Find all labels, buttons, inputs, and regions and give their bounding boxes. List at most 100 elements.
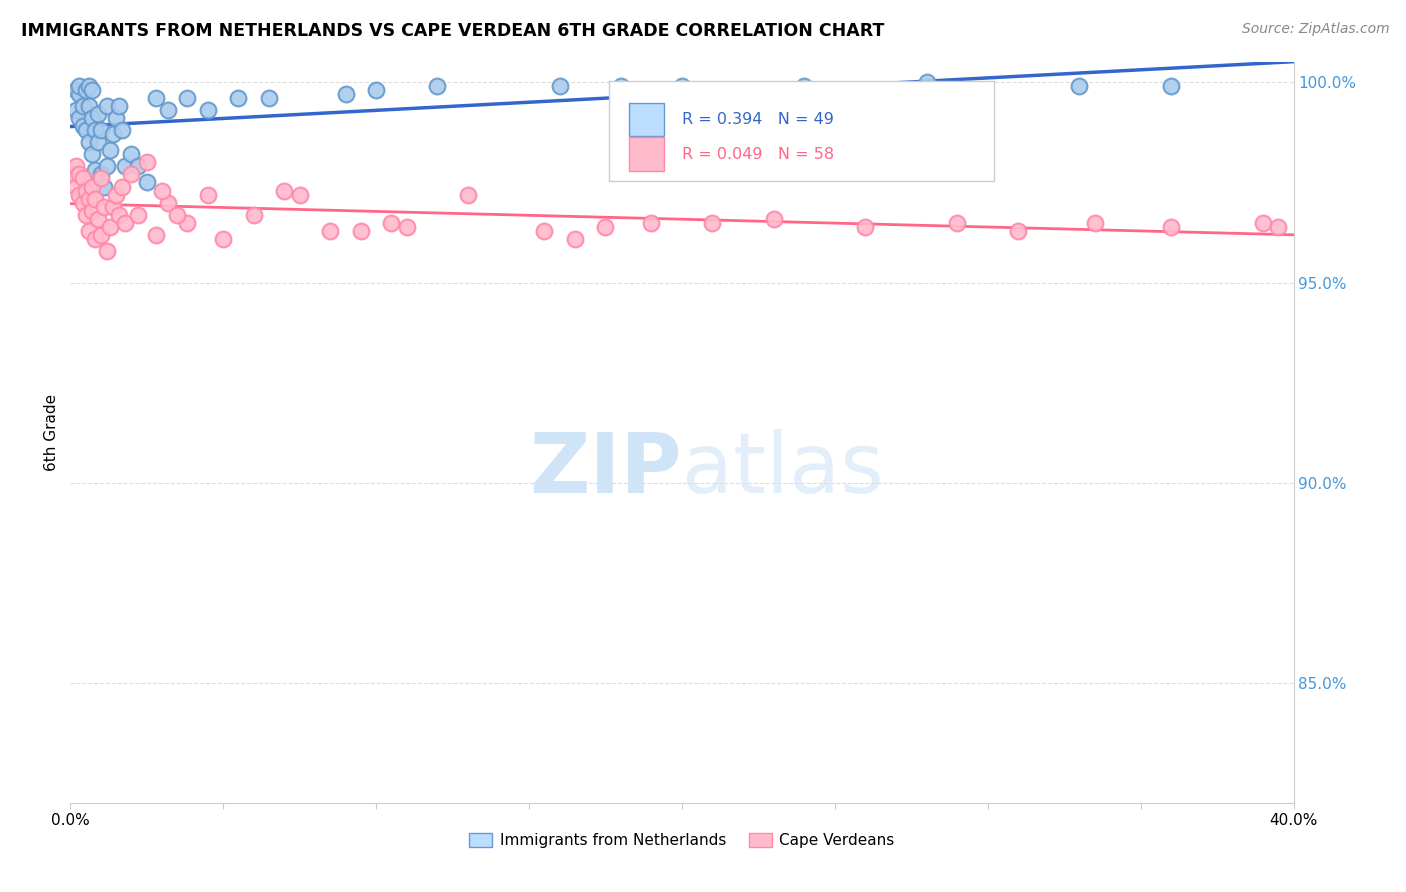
Point bbox=[77, 99, 100, 113]
Point bbox=[111, 179, 134, 194]
Point bbox=[93, 179, 115, 194]
Point bbox=[98, 144, 121, 158]
Point bbox=[319, 223, 342, 237]
Text: IMMIGRANTS FROM NETHERLANDS VS CAPE VERDEAN 6TH GRADE CORRELATION CHART: IMMIGRANTS FROM NETHERLANDS VS CAPE VERD… bbox=[21, 22, 884, 40]
Point bbox=[83, 192, 105, 206]
Point bbox=[77, 136, 100, 150]
Point bbox=[855, 219, 877, 234]
Point bbox=[93, 200, 115, 214]
Point bbox=[96, 244, 118, 258]
Point bbox=[243, 207, 266, 221]
Point bbox=[69, 112, 91, 126]
Point bbox=[65, 179, 87, 194]
Point bbox=[145, 227, 167, 242]
Point bbox=[793, 79, 815, 94]
Text: ZIP: ZIP bbox=[530, 429, 682, 510]
Point bbox=[702, 215, 724, 229]
Point bbox=[90, 171, 112, 186]
Point bbox=[80, 112, 103, 126]
Point bbox=[127, 160, 149, 174]
Point bbox=[101, 128, 124, 142]
Point bbox=[166, 207, 188, 221]
Point bbox=[350, 223, 373, 237]
Point bbox=[90, 168, 112, 182]
Point bbox=[150, 184, 173, 198]
Point bbox=[946, 215, 969, 229]
Point bbox=[83, 123, 105, 137]
Point bbox=[108, 207, 131, 221]
Y-axis label: 6th Grade: 6th Grade bbox=[44, 394, 59, 471]
Point bbox=[87, 136, 110, 150]
Point bbox=[75, 207, 97, 221]
Point bbox=[273, 184, 295, 198]
Point bbox=[87, 211, 110, 226]
Point bbox=[105, 112, 128, 126]
Point bbox=[69, 187, 91, 202]
Point bbox=[80, 147, 103, 161]
Point bbox=[380, 215, 402, 229]
Point bbox=[114, 215, 136, 229]
Point bbox=[72, 99, 94, 113]
Point bbox=[671, 79, 693, 94]
FancyBboxPatch shape bbox=[609, 81, 994, 181]
Point bbox=[69, 168, 91, 182]
Point bbox=[1007, 223, 1029, 237]
Point bbox=[145, 91, 167, 105]
Point bbox=[1160, 79, 1182, 94]
Point bbox=[135, 155, 157, 169]
Point bbox=[65, 83, 87, 97]
Bar bbox=[630, 103, 664, 136]
Point bbox=[77, 223, 100, 237]
Point bbox=[548, 79, 571, 94]
Point bbox=[157, 195, 180, 210]
Point bbox=[135, 176, 157, 190]
Point bbox=[564, 231, 586, 245]
Point bbox=[288, 187, 311, 202]
Point bbox=[1267, 219, 1289, 234]
Text: Source: ZipAtlas.com: Source: ZipAtlas.com bbox=[1241, 22, 1389, 37]
Point bbox=[108, 99, 131, 113]
Point bbox=[80, 203, 103, 218]
Point bbox=[157, 103, 180, 118]
Point bbox=[426, 79, 449, 94]
Point bbox=[595, 219, 617, 234]
Point bbox=[457, 187, 479, 202]
Point bbox=[176, 91, 198, 105]
Point bbox=[1084, 215, 1107, 229]
Point bbox=[335, 87, 357, 102]
Point bbox=[640, 215, 662, 229]
Text: R = 0.049   N = 58: R = 0.049 N = 58 bbox=[682, 146, 834, 161]
Point bbox=[533, 223, 555, 237]
Point bbox=[762, 211, 785, 226]
Point bbox=[1251, 215, 1274, 229]
Point bbox=[69, 87, 91, 102]
Point bbox=[96, 160, 118, 174]
Point bbox=[176, 215, 198, 229]
Point bbox=[105, 187, 128, 202]
Point bbox=[366, 83, 388, 97]
Point bbox=[72, 171, 94, 186]
Point bbox=[87, 107, 110, 121]
Point bbox=[96, 99, 118, 113]
Point bbox=[98, 219, 121, 234]
Point bbox=[83, 231, 105, 245]
Point bbox=[69, 79, 91, 94]
Point bbox=[72, 195, 94, 210]
Point bbox=[395, 219, 418, 234]
Point bbox=[121, 168, 143, 182]
Bar bbox=[630, 137, 664, 170]
Point bbox=[212, 231, 235, 245]
Text: atlas: atlas bbox=[682, 429, 883, 510]
Point bbox=[197, 187, 219, 202]
Point bbox=[65, 160, 87, 174]
Point bbox=[62, 168, 84, 182]
Point bbox=[90, 123, 112, 137]
Point bbox=[75, 184, 97, 198]
Point bbox=[228, 91, 250, 105]
Point bbox=[90, 227, 112, 242]
Text: R = 0.394   N = 49: R = 0.394 N = 49 bbox=[682, 112, 834, 128]
Point bbox=[114, 160, 136, 174]
Point bbox=[1160, 219, 1182, 234]
Point bbox=[75, 83, 97, 97]
Point bbox=[80, 179, 103, 194]
